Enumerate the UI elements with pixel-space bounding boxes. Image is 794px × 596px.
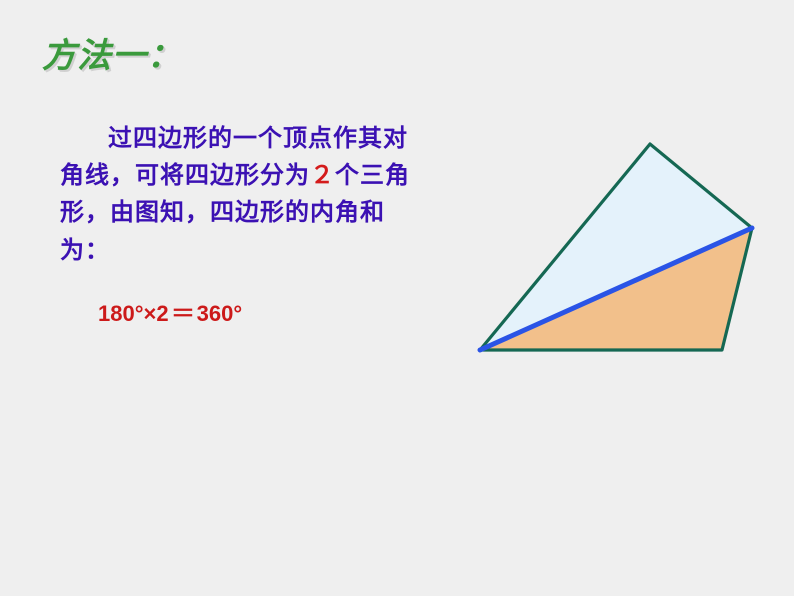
equals-sign: ＝	[170, 296, 194, 328]
explanation-paragraph: 过四边形的一个顶点作其对角线，可将四边形分为２个三角形，由图知，四边形的内角和为…	[60, 120, 420, 269]
triangle-count: ２	[310, 162, 335, 189]
angle-sum-formula: 180°×2＝360°	[98, 296, 242, 328]
quadrilateral-diagram	[440, 120, 770, 390]
formula-rhs: 360°	[197, 301, 243, 326]
formula-lhs: 180°×2	[98, 301, 169, 326]
method-title: 方法一：	[42, 28, 182, 77]
